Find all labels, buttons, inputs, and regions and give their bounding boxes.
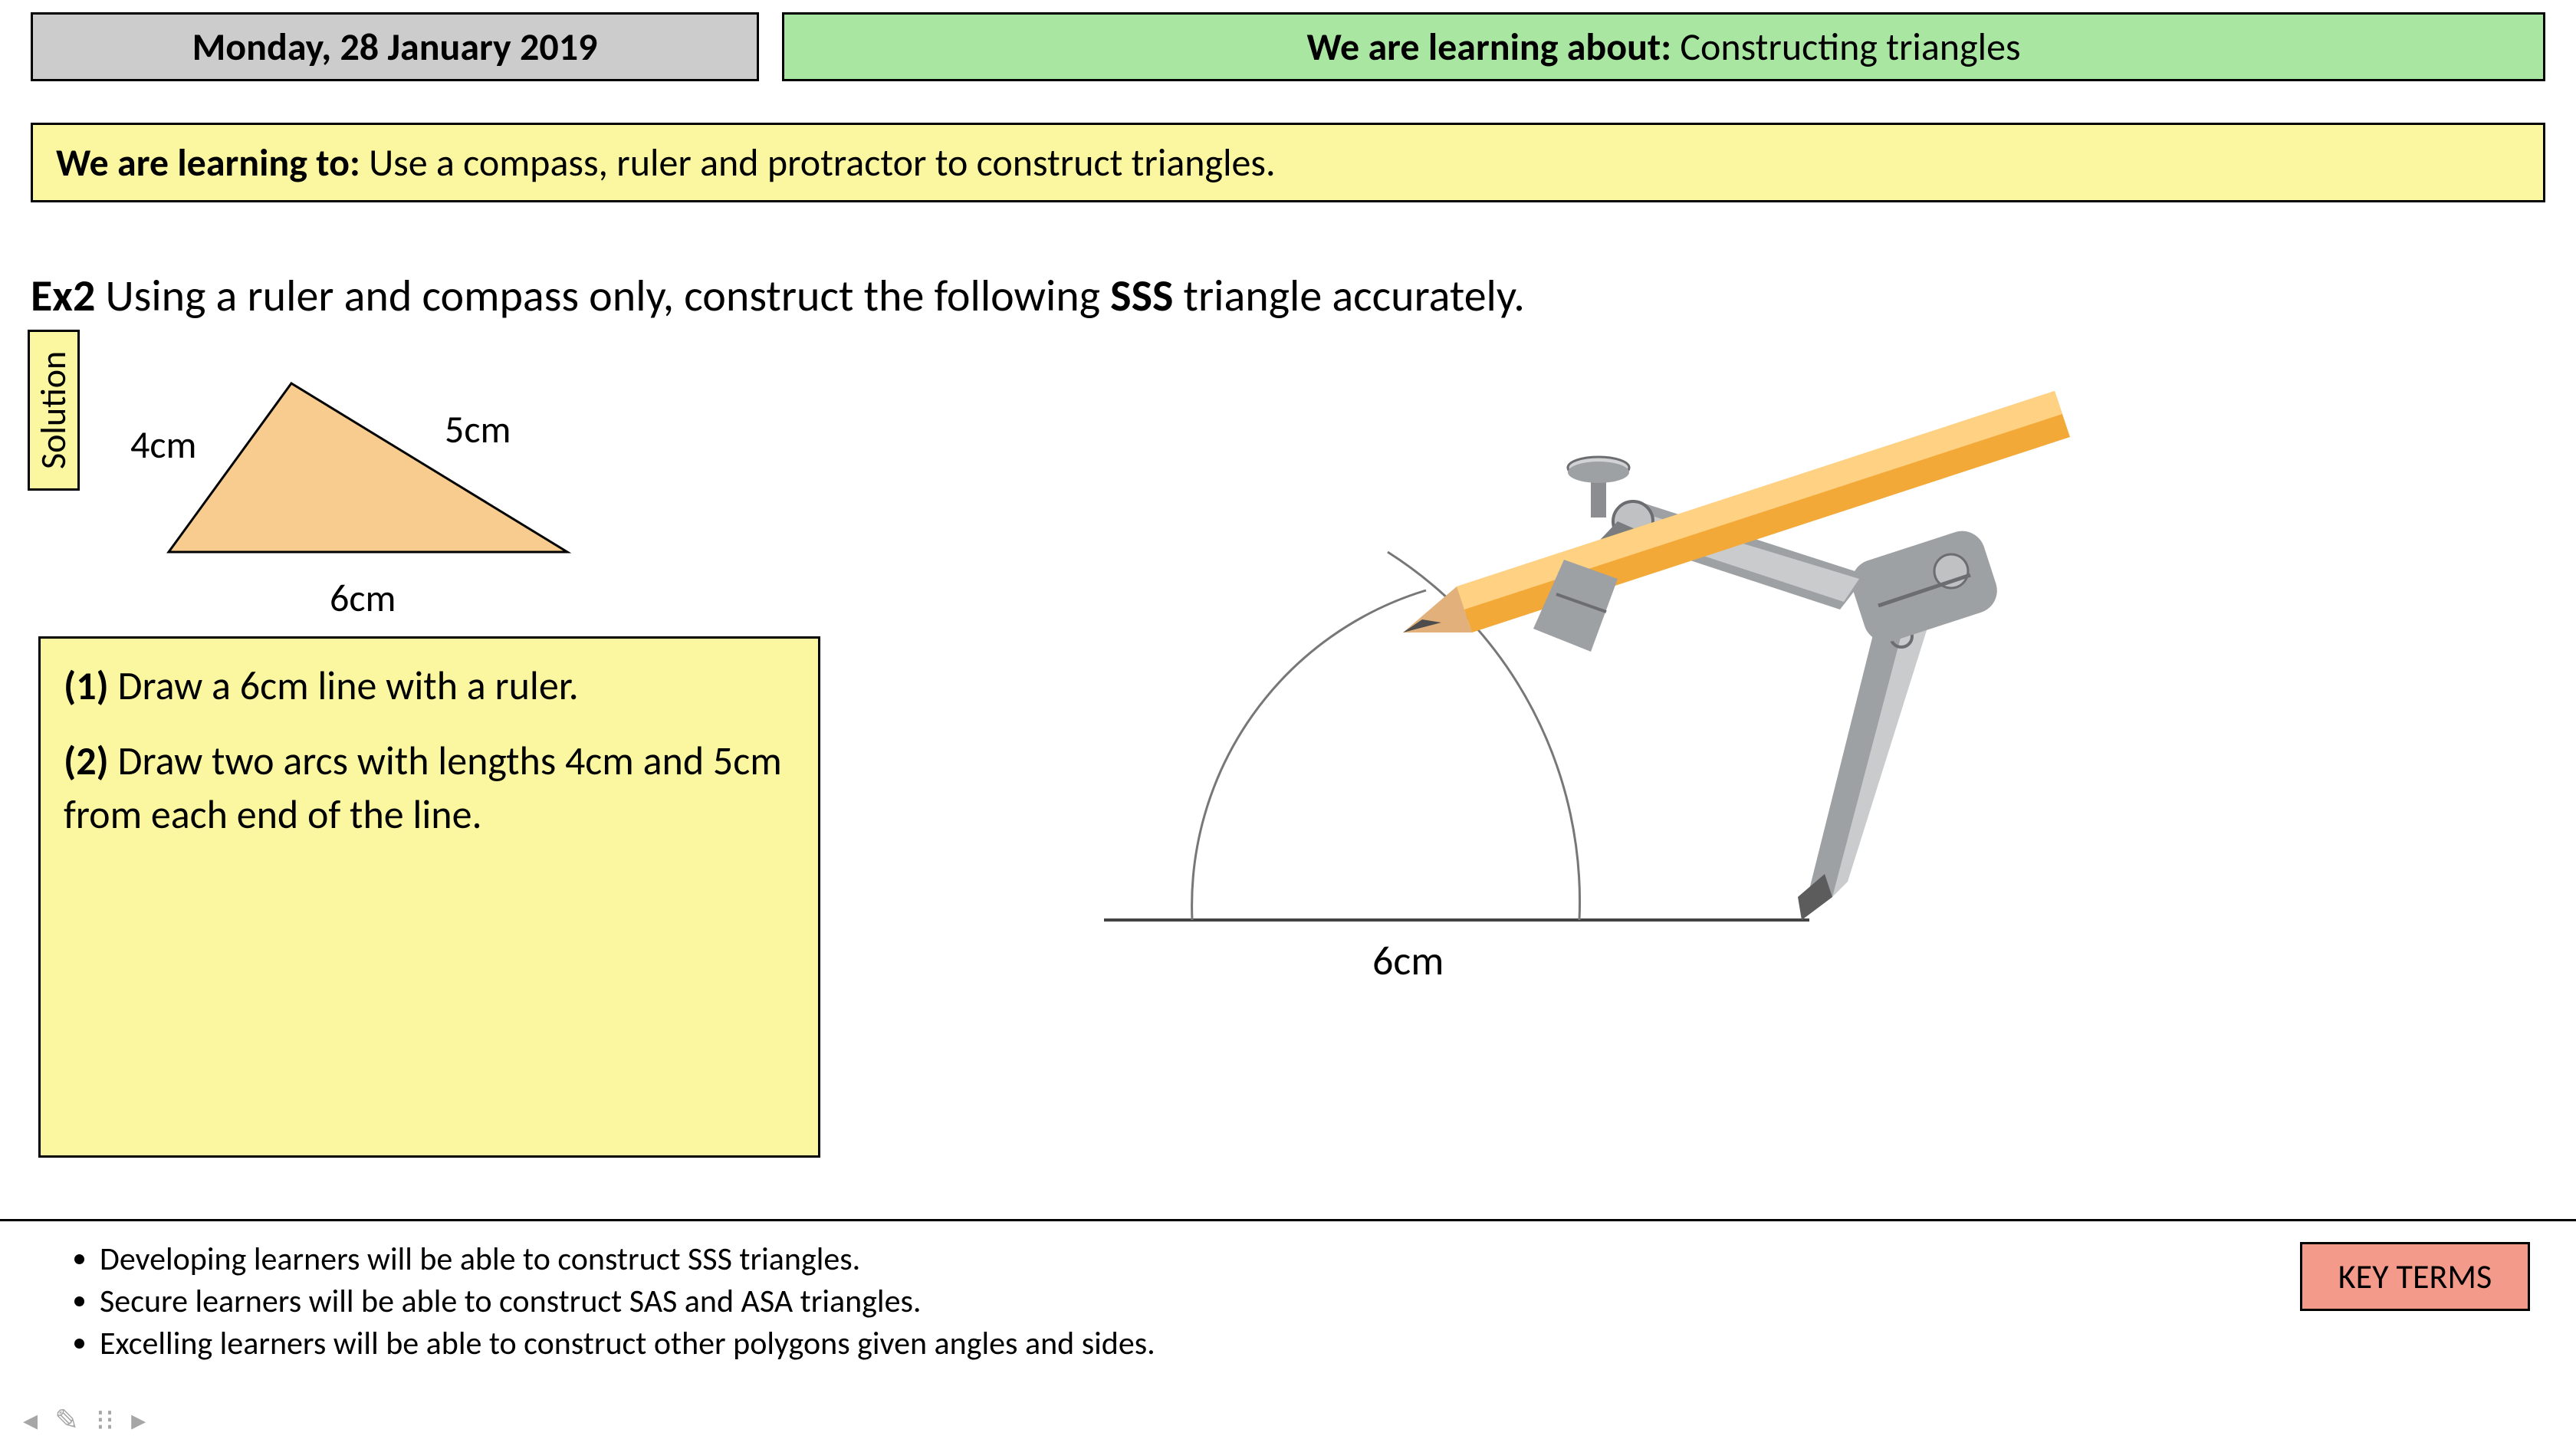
next-icon[interactable]: ▸ [131, 1403, 146, 1438]
topic-label: We are learning about: [1306, 24, 1680, 71]
step-2-text: Draw two arcs with lengths 4cm and 5cm f… [64, 736, 782, 839]
footer-bullet-3: Excelling learners will be able to const… [100, 1324, 2530, 1363]
compass-icon [1403, 391, 2070, 920]
triangle-label-bottom: 6cm [330, 575, 396, 622]
footer-list: Developing learners will be able to cons… [69, 1240, 2530, 1363]
step-1-text: Draw a 6cm line with a ruler. [109, 661, 579, 710]
steps-box: (1) Draw a 6cm line with a ruler. (2) Dr… [38, 636, 820, 1158]
key-terms-label: KEY TERMS [2338, 1256, 2492, 1297]
baseline-label: 6cm [1372, 935, 1444, 986]
footer-bullet-1: Developing learners will be able to cons… [100, 1240, 2530, 1279]
objective-label: We are learning to: [56, 140, 369, 186]
objective-box: We are learning to: Use a compass, ruler… [31, 123, 2545, 202]
exercise-prefix: Ex2 [31, 268, 95, 323]
triangle-label-left: 4cm [130, 422, 196, 468]
step-2-num: (2) [64, 736, 109, 785]
slide: Monday, 28 January 2019 We are learning … [0, 0, 2576, 1449]
construction-svg [1027, 291, 2254, 997]
key-terms-button[interactable]: KEY TERMS [2300, 1242, 2530, 1311]
step-1-num: (1) [64, 661, 109, 710]
topic-text: We are learning about: Constructing tria… [1306, 24, 2020, 71]
footer-bullet-2: Secure learners will be able to construc… [100, 1282, 2530, 1321]
date-box: Monday, 28 January 2019 [31, 12, 759, 81]
menu-icon[interactable]: ⁝⁝ [96, 1403, 114, 1438]
exercise-before: Using a ruler and compass only, construc… [95, 268, 1110, 323]
pen-icon[interactable]: ✎ [54, 1403, 79, 1438]
step-1: (1) Draw a 6cm line with a ruler. [64, 659, 795, 712]
objective-text: We are learning to: Use a compass, ruler… [56, 140, 1276, 186]
footer: Developing learners will be able to cons… [0, 1219, 2576, 1449]
prev-icon[interactable]: ◂ [23, 1403, 38, 1438]
solution-label: Solution [32, 351, 75, 469]
topic-value: Constructing triangles [1680, 24, 2020, 71]
slide-nav: ◂ ✎ ⁝⁝ ▸ [23, 1403, 146, 1438]
date-text: Monday, 28 January 2019 [192, 24, 598, 71]
solution-tab[interactable]: Solution [28, 330, 80, 491]
triangle-label-right: 5cm [445, 406, 511, 453]
objective-value: Use a compass, ruler and protractor to c… [369, 140, 1276, 186]
construction-diagram: 6cm [1027, 291, 2254, 997]
step-2: (2) Draw two arcs with lengths 4cm and 5… [64, 734, 795, 841]
topic-box: We are learning about: Constructing tria… [782, 12, 2545, 81]
